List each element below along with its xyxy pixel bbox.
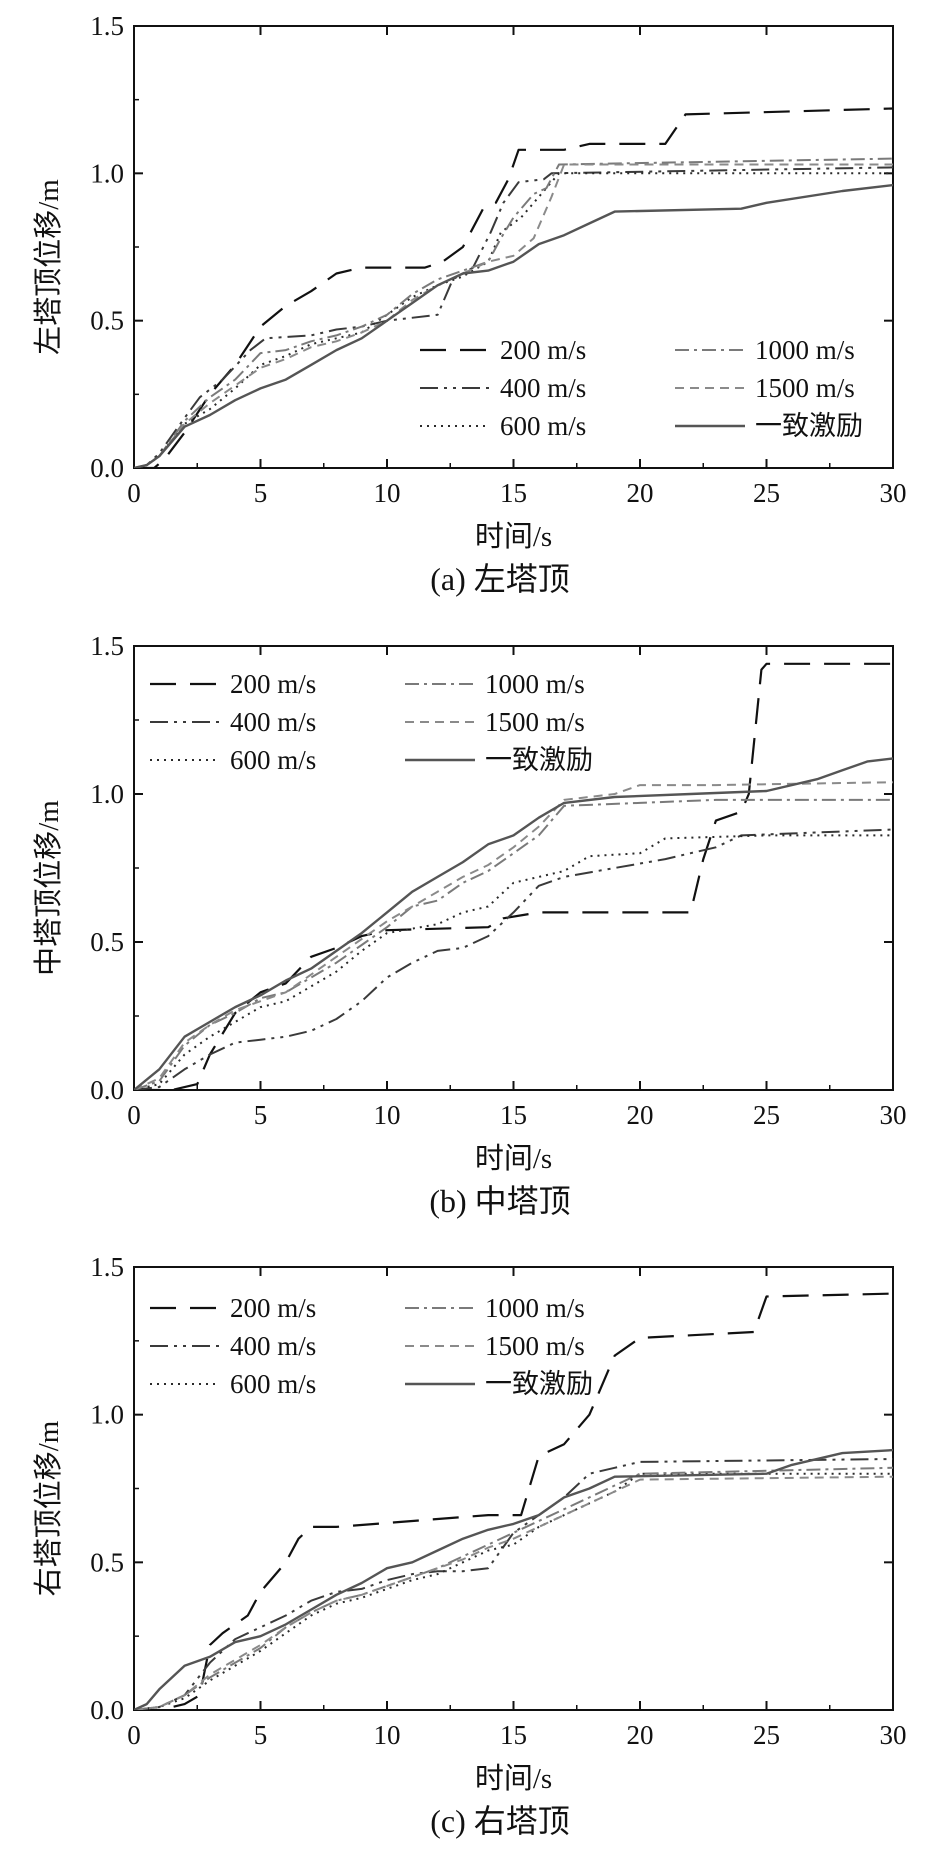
x-tick-label: 5 [254,1100,268,1130]
y-tick-label: 0.5 [90,1547,124,1577]
series-line-5 [134,1475,893,1710]
x-tick-label: 20 [627,1100,654,1130]
y-axis-title: 中塔顶位移/m [32,800,65,976]
x-tick-label: 25 [753,1100,780,1130]
y-tick-label: 1.0 [90,1400,124,1430]
legend-label: 600 m/s [230,745,316,775]
x-axis-title: 时间/s [475,1762,552,1795]
legend-label: 1000 m/s [485,1293,585,1323]
x-tick-label: 5 [254,1720,268,1750]
legend-label: 600 m/s [230,1369,316,1399]
series-group [134,662,893,1090]
x-tick-label: 30 [880,1100,907,1130]
series-line-1 [134,662,893,1090]
legend: 200 m/s 400 m/s 600 m/s 1000 m/s 1500 m/s 一致激… [150,1293,593,1399]
y-tick-label: 1.0 [90,779,124,809]
series-line-1 [134,107,893,468]
panel-left-tower: 0 5 10 15 20 25 30 0.0 0.5 1.0 1.5 时间/s 左塔顶位移/m (a) 左… [32,11,907,597]
legend-label: 200 m/s [230,1293,316,1323]
y-axis-title: 左塔顶位移/m [32,179,65,355]
x-tick-label: 20 [627,1720,654,1750]
panel-middle-tower: 0 5 10 15 20 25 30 0.0 0.5 1.0 1.5 时间/s 中塔顶位移/m (b) 中… [32,631,907,1219]
legend-label: 600 m/s [500,411,586,441]
series-line-3 [134,834,893,1090]
figure-caption: (a) 左塔顶 [430,561,570,597]
x-tick-label: 10 [374,478,401,508]
legend-label: 400 m/s [230,707,316,737]
x-tick-label: 5 [254,478,268,508]
series-line-5 [134,163,893,468]
x-tick-label: 15 [500,1100,527,1130]
figure-caption: (b) 中塔顶 [429,1183,570,1219]
y-axis-title: 右塔顶位移/m [32,1420,65,1596]
legend-label: 1500 m/s [485,1331,585,1361]
y-tick-label: 0.5 [90,306,124,336]
x-tick-label: 0 [127,1720,141,1750]
y-tick-label: 1.0 [90,158,124,188]
legend-label: 400 m/s [500,373,586,403]
x-tick-label: 30 [880,1720,907,1750]
legend-label: 200 m/s [230,669,316,699]
series-line-4 [134,157,893,468]
x-tick-label: 25 [753,1720,780,1750]
x-axis-title: 时间/s [475,1142,552,1175]
x-axis-title: 时间/s [475,520,552,553]
x-tick-label: 10 [374,1100,401,1130]
legend-label: 1500 m/s [755,373,855,403]
figure-caption: (c) 右塔顶 [430,1803,570,1839]
legend-label: 一致激励 [485,745,593,775]
legend-label: 1000 m/s [755,335,855,365]
y-tick-label: 0.5 [90,927,124,957]
y-tick-label: 0.0 [90,1075,124,1105]
legend: 200 m/s 400 m/s 600 m/s 1000 m/s 1500 m/s 一致激… [150,669,593,775]
x-tick-label: 30 [880,478,907,508]
x-tick-label: 15 [500,478,527,508]
series-line-3 [134,1472,893,1710]
legend-label: 200 m/s [500,335,586,365]
series-line-4 [134,798,893,1090]
legend-label: 一致激励 [485,1369,593,1399]
legend-label: 一致激励 [755,411,863,441]
series-line-6 [134,183,893,468]
panel-right-tower: 0 5 10 15 20 25 30 0.0 0.5 1.0 1.5 时间/s 右塔顶位移/m (c) 右… [32,1252,907,1839]
series-line-5 [134,781,893,1090]
y-tick-label: 1.5 [90,631,124,661]
legend: 200 m/s 400 m/s 600 m/s 1000 m/s 1500 m/s 一致激… [420,335,863,441]
y-tick-label: 0.0 [90,1695,124,1725]
x-tick-label: 15 [500,1720,527,1750]
series-line-2 [134,828,893,1090]
x-tick-label: 25 [753,478,780,508]
series-line-4 [134,1466,893,1710]
legend-label: 1500 m/s [485,707,585,737]
legend-label: 1000 m/s [485,669,585,699]
x-tick-label: 20 [627,478,654,508]
y-tick-label: 1.5 [90,1252,124,1282]
series-line-6 [134,757,893,1090]
x-tick-label: 0 [127,478,141,508]
x-tick-label: 10 [374,1720,401,1750]
series-group [134,107,893,468]
legend-label: 400 m/s [230,1331,316,1361]
series-line-2 [134,1458,893,1710]
y-tick-label: 0.0 [90,453,124,483]
series-line-6 [134,1448,893,1710]
series-group [134,1292,893,1710]
x-tick-label: 0 [127,1100,141,1130]
y-tick-label: 1.5 [90,11,124,41]
